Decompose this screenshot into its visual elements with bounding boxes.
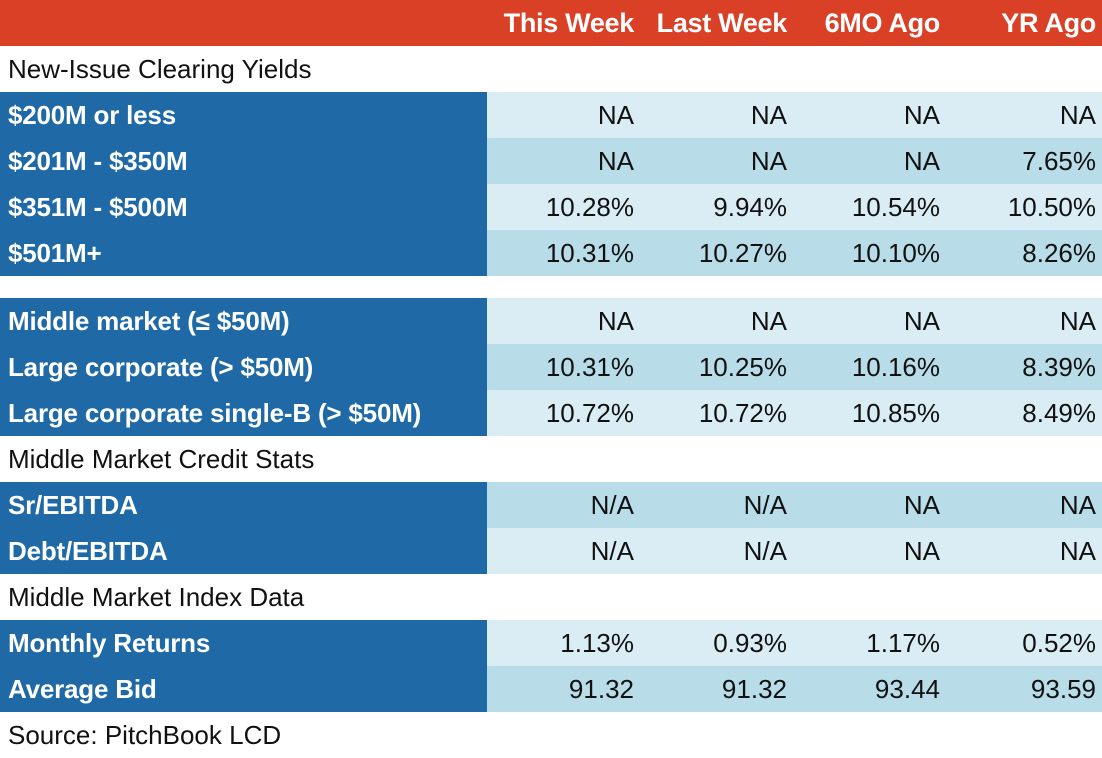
table-cell: 0.52%: [1022, 627, 1096, 658]
table-cell: 8.39%: [1022, 351, 1096, 382]
table-row: Large corporate single-B (> $50M) 10.72%…: [0, 390, 1102, 436]
col-header-last-week: Last Week: [656, 7, 788, 38]
table-cell: NA: [597, 305, 634, 336]
table-row: Average Bid 91.32 91.32 93.44 93.59: [0, 666, 1102, 712]
table-cell: 1.13%: [560, 627, 634, 658]
table-cell: 10.72%: [698, 397, 787, 428]
table-cell: 93.44: [874, 673, 940, 704]
table-cell: NA: [903, 305, 940, 336]
table-cell: 9.94%: [713, 191, 787, 222]
row-label: Debt/EBITDA: [0, 528, 487, 574]
table-row: $201M - $350M NA NA NA 7.65%: [0, 138, 1102, 184]
table-cell: 93.59: [1030, 673, 1096, 704]
table-row: $351M - $500M 10.28% 9.94% 10.54% 10.50%: [0, 184, 1102, 230]
table-cell: NA: [903, 99, 940, 130]
table-cell: NA: [903, 535, 940, 566]
table-cell: 91.32: [721, 673, 787, 704]
table-cell: NA: [1059, 305, 1096, 336]
row-label: Average Bid: [0, 666, 487, 712]
section-gap: [0, 276, 1102, 292]
table-cell: 8.49%: [1022, 397, 1096, 428]
source-note: Source: PitchBook LCD: [8, 719, 282, 750]
table-row: $501M+ 10.31% 10.27% 10.10% 8.26%: [0, 230, 1102, 276]
section-title-new-issue: New-Issue Clearing Yields: [0, 46, 1102, 92]
table-cell: 10.28%: [545, 191, 634, 222]
col-header-yr-ago: YR Ago: [1001, 7, 1096, 38]
table-cell: 10.85%: [851, 397, 940, 428]
table-cell: 0.93%: [713, 627, 787, 658]
table-row: Monthly Returns 1.13% 0.93% 1.17% 0.52%: [0, 620, 1102, 666]
table-cell: 8.26%: [1022, 237, 1096, 268]
row-label: $351M - $500M: [0, 184, 487, 230]
table-cell: 10.50%: [1007, 191, 1096, 222]
table-row: Middle market (≤ $50M) NA NA NA NA: [0, 298, 1102, 344]
table-cell: 10.27%: [698, 237, 787, 268]
table-cell: N/A: [743, 535, 787, 566]
table-cell: 10.16%: [851, 351, 940, 382]
table-cell: 10.54%: [851, 191, 940, 222]
table-cell: 1.17%: [866, 627, 940, 658]
row-label: $201M - $350M: [0, 138, 487, 184]
table-cell: NA: [903, 145, 940, 176]
section-title-index-data: Middle Market Index Data: [0, 574, 1102, 620]
table-cell: 10.31%: [545, 237, 634, 268]
column-header-bar: This Week Last Week 6MO Ago YR Ago: [0, 0, 1102, 46]
row-label: $200M or less: [0, 92, 487, 138]
table-cell: NA: [1059, 535, 1096, 566]
row-label: Middle market (≤ $50M): [0, 298, 487, 344]
row-label: Large corporate single-B (> $50M): [0, 390, 487, 436]
table-cell: 10.25%: [698, 351, 787, 382]
table-cell: NA: [597, 99, 634, 130]
table-cell: NA: [597, 145, 634, 176]
col-header-this-week: This Week: [503, 7, 635, 38]
row-label: Large corporate (> $50M): [0, 344, 487, 390]
table-cell: NA: [1059, 489, 1096, 520]
table-cell: NA: [1059, 99, 1096, 130]
table-cell: NA: [750, 305, 787, 336]
col-header-6mo-ago: 6MO Ago: [824, 7, 941, 38]
table-cell: 10.72%: [545, 397, 634, 428]
table-cell: 10.31%: [545, 351, 634, 382]
row-label: $501M+: [0, 230, 487, 276]
table-row: Debt/EBITDA N/A N/A NA NA: [0, 528, 1102, 574]
table-cell: N/A: [590, 489, 634, 520]
section-title-credit-stats: Middle Market Credit Stats: [0, 436, 1102, 482]
table-cell: NA: [750, 145, 787, 176]
table-row: Large corporate (> $50M) 10.31% 10.25% 1…: [0, 344, 1102, 390]
table-cell: N/A: [743, 489, 787, 520]
table-cell: N/A: [590, 535, 634, 566]
table-cell: 7.65%: [1022, 145, 1096, 176]
table-cell: 10.10%: [851, 237, 940, 268]
row-label: Sr/EBITDA: [0, 482, 487, 528]
table-row: $200M or less NA NA NA NA: [0, 92, 1102, 138]
table-row: Sr/EBITDA N/A N/A NA NA: [0, 482, 1102, 528]
table-cell: NA: [903, 489, 940, 520]
table-cell: NA: [750, 99, 787, 130]
row-label: Monthly Returns: [0, 620, 487, 666]
table-cell: 91.32: [568, 673, 634, 704]
